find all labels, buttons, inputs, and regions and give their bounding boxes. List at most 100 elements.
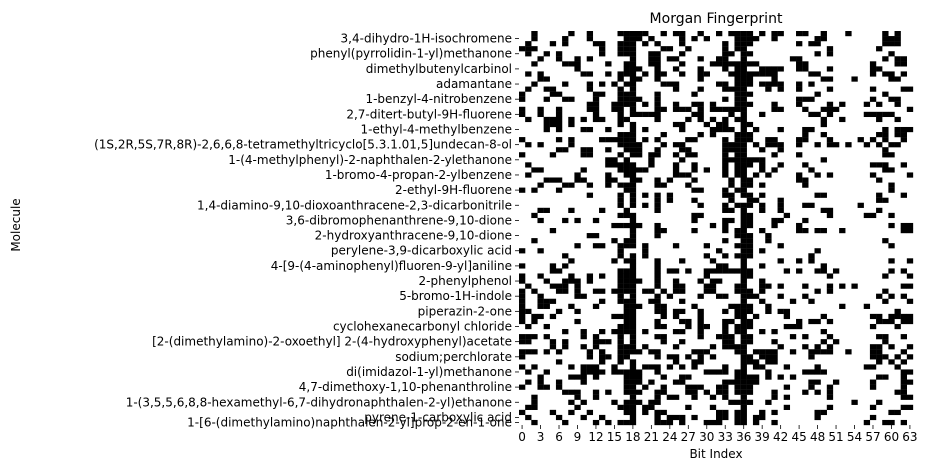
heatmap-cell (722, 81, 729, 87)
heatmap-cell (697, 31, 704, 37)
heatmap-cell (519, 248, 526, 254)
heatmap-cell (672, 142, 680, 148)
heatmap-cell (740, 132, 747, 138)
heatmap-cell (740, 238, 747, 244)
heatmap-cell (722, 106, 729, 112)
heatmap-cell (876, 66, 883, 72)
heatmap-cell (623, 313, 630, 320)
heatmap-cell (746, 41, 754, 47)
heatmap-cell (635, 349, 643, 355)
heatmap-cell (746, 36, 754, 42)
heatmap-cell (716, 106, 723, 112)
heatmap-cell (703, 167, 710, 173)
heatmap-cell (648, 56, 655, 62)
heatmap-cell (549, 177, 557, 183)
heatmap-cell (697, 359, 704, 365)
heatmap-cell (876, 132, 883, 138)
heatmap-cell (642, 202, 649, 208)
heatmap-cell (549, 344, 557, 350)
heatmap-cell (746, 248, 754, 254)
heatmap-cell (648, 61, 655, 67)
heatmap-cell (722, 56, 729, 62)
heatmap-cell (549, 91, 557, 97)
heatmap-cell (826, 273, 834, 279)
heatmap-cell (746, 51, 754, 57)
heatmap-cell (611, 364, 618, 370)
y-tick-label: dimethylbutenylcarbinol (366, 62, 512, 76)
heatmap-cell (722, 253, 729, 259)
heatmap-cell (826, 51, 834, 57)
heatmap-cell (740, 258, 747, 264)
heatmap-cell (629, 379, 637, 385)
heatmap-cell (900, 293, 907, 299)
y-tick-label: 1-(3,5,5,6,8,8-hexamethyl-6,7-dihydronap… (126, 395, 512, 409)
heatmap-cell (629, 66, 637, 72)
heatmap-cell (802, 137, 809, 143)
heatmap-cell (592, 101, 600, 107)
heatmap-cell (876, 116, 883, 123)
heatmap-cell (543, 126, 550, 133)
heatmap-cell (746, 354, 754, 360)
heatmap-cell (605, 172, 612, 178)
heatmap-cell (734, 228, 741, 234)
heatmap-cell (574, 308, 581, 315)
heatmap-cell (617, 298, 624, 304)
heatmap-cell (642, 167, 649, 173)
heatmap-cell (660, 31, 667, 37)
heatmap-cell (672, 414, 680, 421)
heatmap-cell (722, 137, 729, 143)
heatmap-cell (740, 419, 747, 426)
heatmap-cell (586, 278, 594, 284)
heatmap-cell (574, 404, 581, 410)
heatmap-cell (679, 126, 686, 133)
heatmap-cell (697, 323, 704, 330)
heatmap-cell (685, 182, 692, 188)
heatmap-cell (654, 308, 661, 315)
heatmap-cell (759, 228, 766, 234)
heatmap-cell (888, 243, 895, 249)
heatmap-cell (888, 96, 895, 102)
heatmap-cell (746, 359, 754, 365)
heatmap-cell (777, 106, 784, 112)
heatmap-cell (746, 389, 754, 395)
heatmap-cell (882, 298, 889, 304)
heatmap-cell (722, 172, 729, 178)
heatmap-cell (549, 86, 557, 92)
heatmap-cell (629, 111, 637, 118)
heatmap-cell (820, 36, 827, 42)
heatmap-cell (900, 228, 907, 234)
heatmap-cell (808, 41, 815, 47)
heatmap-cell (734, 106, 741, 112)
heatmap-cell (654, 76, 661, 82)
heatmap-cell (740, 66, 747, 72)
heatmap-cell (722, 394, 729, 400)
heatmap-cell (752, 379, 760, 385)
heatmap-cell (654, 233, 661, 239)
heatmap-cell (629, 91, 637, 97)
heatmap-cell (734, 46, 741, 52)
heatmap-cell (654, 61, 661, 67)
heatmap-cell (623, 273, 630, 279)
heatmap-cell (599, 288, 606, 294)
heatmap-cell (654, 177, 661, 183)
heatmap-cell (629, 238, 637, 244)
heatmap-cell (679, 288, 686, 294)
heatmap-cell (586, 36, 594, 42)
heatmap-cell (740, 187, 747, 193)
heatmap-cell (765, 71, 772, 77)
heatmap-cell (574, 318, 581, 325)
heatmap-cell (685, 106, 692, 112)
heatmap-cell (611, 106, 618, 112)
heatmap-cell (654, 298, 661, 304)
heatmap-cell (814, 349, 821, 355)
y-tick-label: sodium;perchlorate (395, 350, 512, 364)
heatmap-cell (703, 243, 710, 249)
heatmap-cell (888, 344, 895, 350)
heatmap-cell (562, 344, 569, 350)
heatmap-cell (611, 222, 618, 229)
y-tick-label: 1-[6-(dimethylamino)naphthalen-2-yl]prop… (187, 415, 512, 429)
heatmap-cell (525, 323, 532, 330)
heatmap-cell (740, 313, 747, 320)
heatmap-cell (900, 283, 907, 289)
heatmap-cell (654, 41, 661, 47)
